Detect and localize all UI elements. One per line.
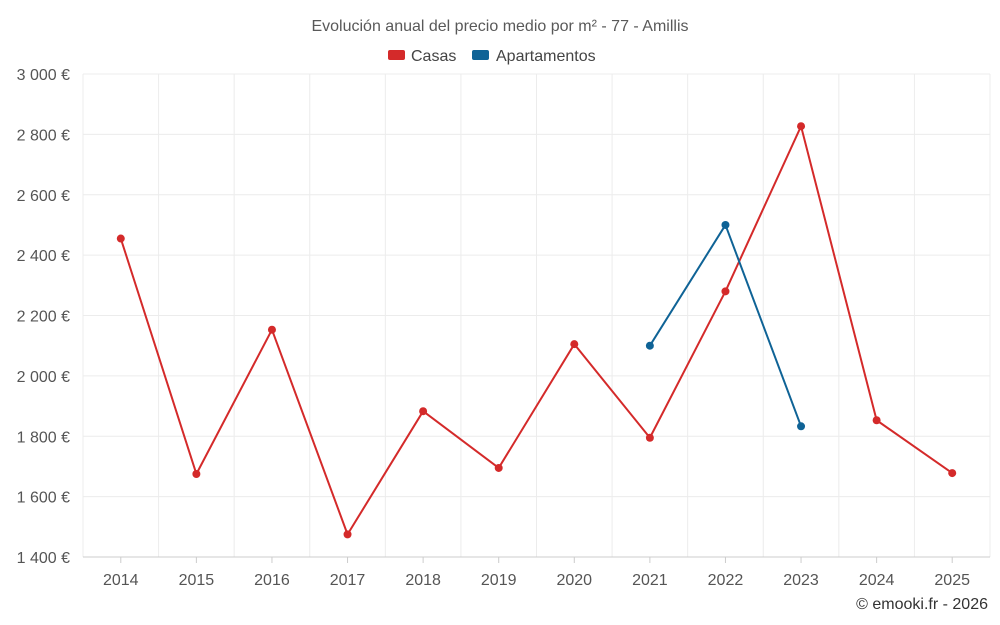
data-point[interactable] xyxy=(797,122,806,131)
x-tick-label: 2018 xyxy=(405,572,441,589)
y-tick-label: 2 800 € xyxy=(17,127,70,144)
x-tick-label: 2022 xyxy=(708,572,744,589)
data-point[interactable] xyxy=(116,234,125,243)
series-line xyxy=(119,125,953,536)
x-tick-label: 2025 xyxy=(934,572,970,589)
data-point[interactable] xyxy=(797,422,806,431)
y-tick-label: 3 000 € xyxy=(17,67,70,84)
legend-swatch xyxy=(388,50,405,60)
data-point[interactable] xyxy=(267,325,276,334)
chart-title: Evolución anual del precio medio por m² … xyxy=(311,18,688,35)
data-point[interactable] xyxy=(419,407,428,416)
series-casas xyxy=(116,122,957,539)
chart-series xyxy=(116,122,957,539)
x-tick-label: 2021 xyxy=(632,572,668,589)
y-tick-label: 1 800 € xyxy=(17,429,70,446)
data-point[interactable] xyxy=(721,287,730,296)
data-point[interactable] xyxy=(872,416,881,425)
legend-label: Apartamentos xyxy=(496,48,596,65)
x-axis: 2014 2015 2016 2017 2018 2019 2020 2021 2022 2023… xyxy=(83,556,990,589)
data-point[interactable] xyxy=(494,463,503,472)
legend-item-casas[interactable]: Casas xyxy=(388,48,456,65)
y-tick-label: 2 200 € xyxy=(17,309,70,326)
y-tick-label: 2 000 € xyxy=(17,369,70,386)
data-point[interactable] xyxy=(343,530,352,539)
data-point[interactable] xyxy=(192,469,201,478)
legend-item-apartamentos[interactable]: Apartamentos xyxy=(472,48,596,65)
data-point[interactable] xyxy=(645,341,654,350)
chart-legend: Casas Apartamentos xyxy=(388,48,596,65)
series-apartamentos xyxy=(645,220,806,431)
x-tick-label: 2015 xyxy=(179,572,215,589)
x-tick-label: 2017 xyxy=(330,572,366,589)
y-tick-label: 1 600 € xyxy=(17,490,70,507)
legend-swatch xyxy=(472,50,489,60)
data-point[interactable] xyxy=(721,220,730,229)
x-tick-label: 2020 xyxy=(556,572,592,589)
credit-text: © emooki.fr - 2026 xyxy=(856,596,988,613)
data-point[interactable] xyxy=(645,433,654,442)
y-tick-label: 2 600 € xyxy=(17,188,70,205)
y-tick-label: 1 400 € xyxy=(17,550,70,567)
legend-label: Casas xyxy=(411,48,456,65)
x-tick-label: 2019 xyxy=(481,572,517,589)
x-tick-label: 2014 xyxy=(103,572,139,589)
y-axis: 1 400 € 1 600 € 1 800 € 2 000 € 2 200 € 2 400… xyxy=(17,67,70,567)
chart-grid xyxy=(82,73,991,558)
data-point[interactable] xyxy=(570,340,579,349)
x-tick-label: 2024 xyxy=(859,572,895,589)
x-tick-label: 2023 xyxy=(783,572,819,589)
data-point[interactable] xyxy=(948,469,957,478)
y-tick-label: 2 400 € xyxy=(17,248,70,265)
x-tick-label: 2016 xyxy=(254,572,290,589)
